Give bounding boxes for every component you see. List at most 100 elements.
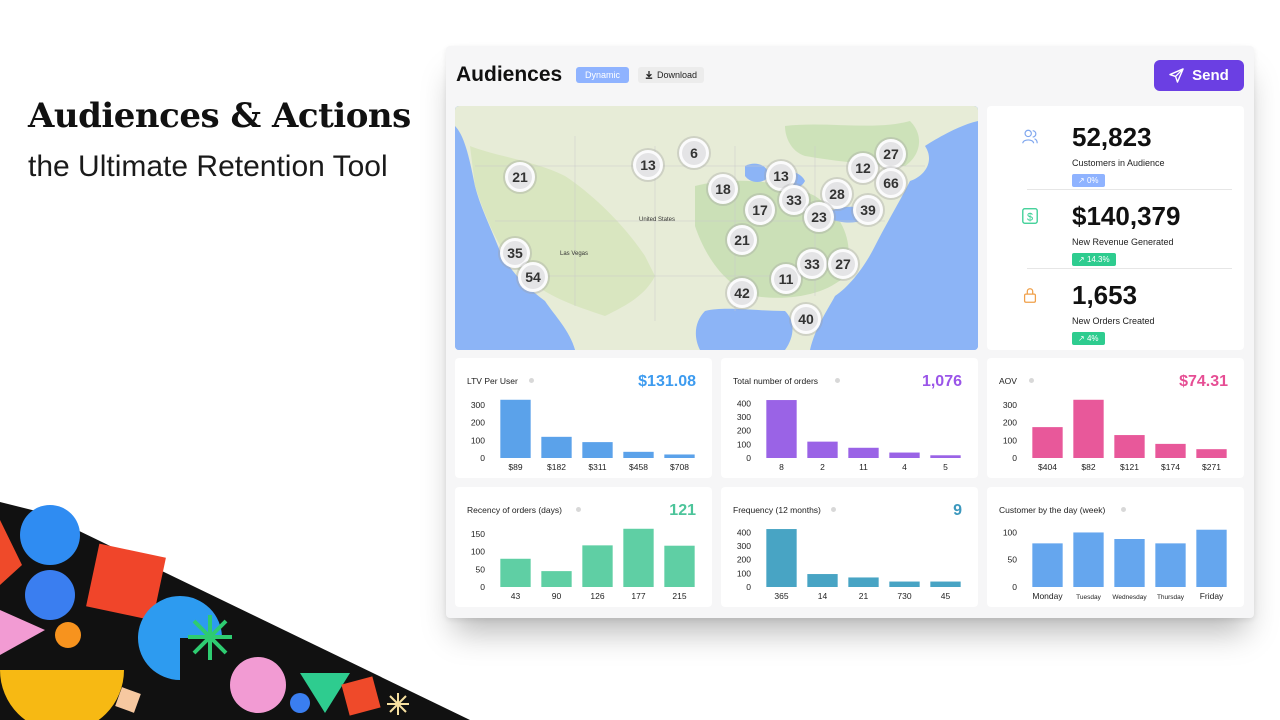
recency-bar-chart: 0 50 100 150 43 90 126 177 215 — [471, 528, 695, 601]
send-icon — [1169, 68, 1184, 83]
bar[interactable] — [1196, 529, 1227, 587]
bar[interactable] — [1155, 443, 1186, 458]
bar[interactable] — [664, 454, 695, 458]
x-tick-label: Wednesday — [1112, 594, 1147, 601]
y-tick-label: 300 — [471, 400, 485, 410]
map-cluster[interactable]: 40 — [791, 304, 821, 334]
x-tick-label: Monday — [1032, 591, 1063, 601]
info-dot-icon — [1121, 507, 1126, 512]
green-asterisk — [188, 615, 232, 660]
bar[interactable] — [664, 545, 695, 587]
dashboard-window: Audiences Dynamic Download Send United S… — [446, 46, 1254, 618]
x-tick-label: $271 — [1202, 462, 1221, 472]
x-tick-label: 43 — [511, 591, 521, 601]
bar[interactable] — [1073, 399, 1104, 458]
bar[interactable] — [889, 452, 920, 458]
map-label-las-vegas: Las Vegas — [560, 251, 589, 257]
map-cluster[interactable]: 27 — [876, 139, 906, 169]
stat-value: 1,653 — [1072, 280, 1138, 310]
dynamic-tag[interactable]: Dynamic — [576, 67, 630, 83]
map-cluster[interactable]: 35 — [500, 238, 530, 268]
bar[interactable] — [807, 574, 838, 587]
x-tick-label: 177 — [631, 591, 645, 601]
x-tick-label: 365 — [774, 591, 788, 601]
chart-total: $74.31 — [1179, 373, 1228, 390]
bar[interactable] — [1073, 532, 1104, 587]
map-cluster[interactable]: 33 — [779, 185, 809, 215]
map-cluster[interactable]: 66 — [876, 168, 906, 198]
x-tick-label: 8 — [779, 462, 784, 472]
red-small-square — [341, 676, 381, 716]
bar[interactable] — [1196, 449, 1227, 458]
x-tick-label: 2 — [820, 462, 825, 472]
map-cluster[interactable]: 42 — [727, 278, 757, 308]
map-cluster[interactable]: 18 — [708, 174, 738, 204]
bar[interactable] — [582, 442, 613, 458]
bar[interactable] — [930, 581, 961, 587]
stat-label: New Revenue Generated — [1072, 237, 1174, 247]
y-tick-label: 100 — [471, 435, 485, 445]
peach-square — [115, 687, 141, 713]
bar[interactable] — [582, 545, 613, 587]
trend-up-icon: ↗ — [1078, 255, 1087, 264]
map-cluster[interactable]: 27 — [828, 249, 858, 279]
chart-total: 1,076 — [921, 373, 962, 390]
bar[interactable] — [541, 436, 572, 458]
map-cluster[interactable]: 33 — [797, 249, 827, 279]
stat-label: Customers in Audience — [1072, 158, 1165, 168]
map-cluster[interactable]: 21 — [505, 162, 535, 192]
y-tick-label: 100 — [737, 439, 751, 449]
bar[interactable] — [889, 581, 920, 587]
audience-map[interactable]: United States Las Vegas 6 13 21 18 13 12… — [455, 106, 978, 350]
map-cluster[interactable]: 39 — [853, 195, 883, 225]
map-cluster[interactable]: 13 — [633, 150, 663, 180]
map-cluster[interactable]: 17 — [745, 195, 775, 225]
map-cluster[interactable]: 54 — [518, 262, 548, 292]
map-cluster[interactable]: 12 — [848, 153, 878, 183]
send-button[interactable]: Send — [1154, 60, 1244, 91]
bar[interactable] — [1032, 543, 1063, 587]
bar[interactable] — [1155, 543, 1186, 587]
y-tick-label: 100 — [1003, 527, 1017, 537]
chart-title: Customer by the day (week) — [999, 505, 1106, 515]
bar[interactable] — [1032, 427, 1063, 458]
info-dot-icon — [831, 507, 836, 512]
bar[interactable] — [807, 441, 838, 458]
bar[interactable] — [623, 528, 654, 587]
bar[interactable] — [500, 399, 531, 458]
chart-title: Total number of orders — [733, 376, 819, 386]
x-tick-label: $174 — [1161, 462, 1180, 472]
bar[interactable] — [766, 400, 797, 458]
chart-card-frequency: Frequency (12 months) 9 0 100 200 300 400 365… — [721, 487, 978, 607]
yellow-semicircle — [0, 670, 124, 720]
bar[interactable] — [766, 529, 797, 587]
x-tick-label: $311 — [588, 462, 607, 472]
map-cluster[interactable]: 13 — [766, 161, 796, 191]
x-tick-label: Tuesday — [1076, 594, 1101, 601]
x-tick-label: $458 — [629, 462, 648, 472]
bar[interactable] — [1114, 539, 1145, 587]
download-button[interactable]: Download — [638, 67, 705, 83]
bar[interactable] — [848, 447, 879, 458]
y-tick-label: 50 — [476, 564, 486, 574]
bar[interactable] — [930, 455, 961, 458]
stat-label: New Orders Created — [1072, 316, 1155, 326]
chart-total: $131.08 — [638, 373, 696, 390]
y-tick-label: 400 — [737, 398, 751, 408]
bar[interactable] — [623, 451, 654, 458]
map-cluster[interactable]: 6 — [679, 138, 709, 168]
bar[interactable] — [541, 571, 572, 587]
map-cluster[interactable]: 11 — [771, 264, 801, 294]
map-cluster[interactable]: 21 — [727, 225, 757, 255]
bar[interactable] — [500, 558, 531, 587]
x-tick-label: 21 — [859, 591, 869, 601]
bar[interactable] — [848, 577, 879, 587]
y-tick-label: 100 — [471, 547, 485, 557]
chart-card-orders: Total number of orders 1,076 0 100 200 300 4… — [721, 358, 978, 478]
stat-value: $140,379 — [1072, 201, 1181, 231]
bar[interactable] — [1114, 435, 1145, 458]
chart-card-customer-by-day: Customer by the day (week) 0 50 100 Monday T… — [987, 487, 1244, 607]
map-cluster[interactable]: 23 — [804, 202, 834, 232]
x-tick-label: 11 — [859, 462, 868, 472]
hero-title: Audiences & Actions — [28, 96, 411, 136]
